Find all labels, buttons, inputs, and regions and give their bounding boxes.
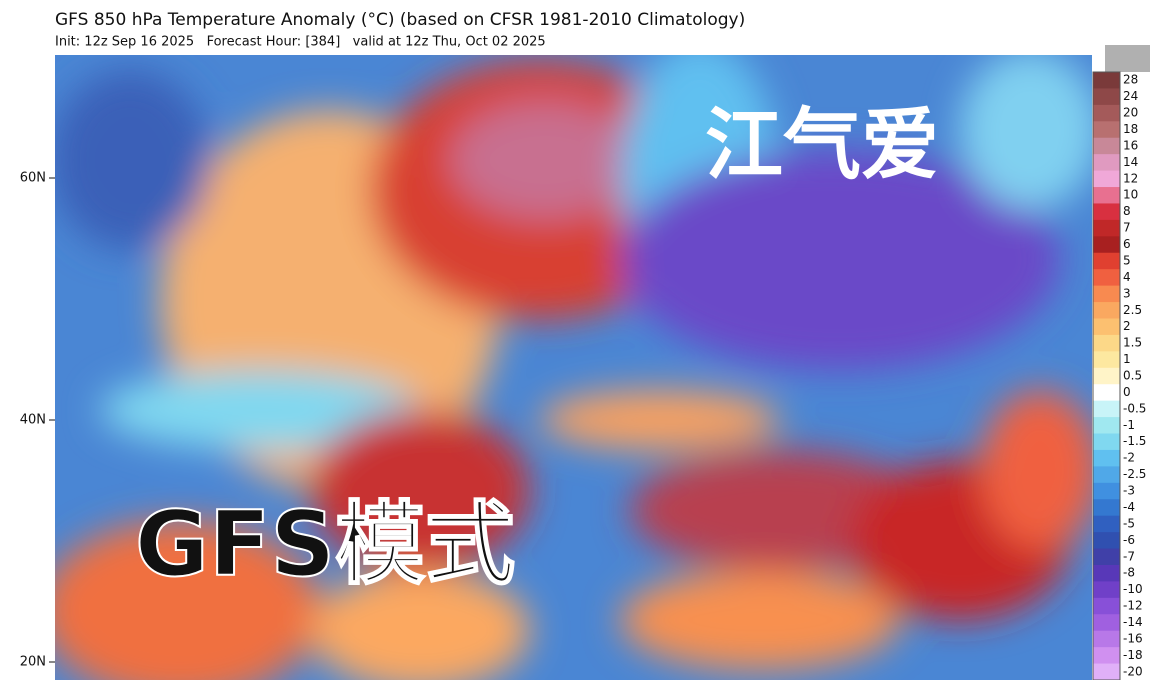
colorbar-label: 2.5 [1123,303,1142,317]
colorbar-label: 6 [1123,237,1131,251]
title: GFS 850 hPa Temperature Anomaly (°C) (ba… [55,10,745,30]
colorbar-swatch [1093,499,1120,517]
colorbar-swatch [1093,581,1120,599]
colorbar-label: -10 [1123,582,1143,596]
colorbar-swatch [1093,269,1120,287]
colorbar-label: 16 [1123,138,1138,152]
colorbar-label: 18 [1123,122,1138,136]
colorbar-swatch [1093,532,1120,550]
colorbar-swatch [1093,318,1120,336]
colorbar-swatch [1093,367,1120,385]
colorbar-swatch [1093,351,1120,369]
colorbar-swatch [1093,564,1120,582]
colorbar-label: -1 [1123,418,1135,432]
colorbar-label: -6 [1123,533,1135,547]
colorbar-swatch [1093,252,1120,270]
colorbar-label: -4 [1123,500,1135,514]
colorbar-label: -1.5 [1123,434,1146,448]
colorbar-label: 2 [1123,319,1131,333]
colorbar-label: 1.5 [1123,336,1142,350]
watermark: GFS模式 [135,492,515,597]
colorbar-label: 5 [1123,253,1131,267]
colorbar-label: 1 [1123,352,1131,366]
colorbar-label: -2.5 [1123,467,1146,481]
colorbar-swatch [1093,417,1120,435]
colorbar-swatch [1093,449,1120,467]
colorbar-label: -5 [1123,516,1135,530]
colorbar-swatch [1093,384,1120,402]
colorbar-swatch [1093,630,1120,648]
colorbar-label: -3 [1123,484,1135,498]
colorbar-label: 0.5 [1123,369,1142,383]
lat-label: 20N [20,655,46,670]
colorbar-label: 10 [1123,188,1138,202]
colorbar-swatch [1093,170,1120,188]
colorbar-swatch [1093,433,1120,451]
colorbar-label: -18 [1123,648,1143,662]
colorbar-swatch [1093,515,1120,533]
colorbar-label: 0 [1123,385,1131,399]
colorbar-swatch [1093,647,1120,665]
colorbar-label: -8 [1123,566,1135,580]
colorbar-swatch [1093,614,1120,632]
subtitle: Init: 12z Sep 16 2025 Forecast Hour: [38… [55,35,546,50]
colorbar-swatch [1093,302,1120,319]
map [55,55,1092,680]
colorbar-label: 24 [1123,89,1138,103]
colorbar-swatch [1093,285,1120,303]
colorbar-swatch [1093,663,1120,680]
colorbar-swatch [1093,466,1120,484]
colorbar-swatch [1093,334,1120,352]
colorbar-label: -12 [1123,599,1143,613]
colorbar-label: 4 [1123,270,1131,284]
colorbar-label: 3 [1123,286,1131,300]
colorbar-swatch [1093,400,1120,418]
colorbar-label: 28 [1123,73,1138,87]
colorbar-label: -7 [1123,549,1135,563]
lat-label: 40N [20,413,46,428]
colorbar-swatch [1093,137,1120,155]
colorbar-label: 8 [1123,204,1131,218]
colorbar-label: -2 [1123,451,1135,465]
colorbar-swatch [1093,104,1120,122]
watermark: 江气爱 [705,100,939,190]
colorbar-swatch [1093,187,1120,204]
colorbar-swatch [1093,121,1120,139]
colorbar-swatch [1093,203,1120,221]
colorbar-label: 7 [1123,221,1131,235]
colorbar-swatch [1093,482,1120,500]
colorbar-label: -0.5 [1123,401,1146,415]
colorbar-swatch [1093,236,1120,254]
colorbar-label: -16 [1123,631,1143,645]
colorbar-swatch [1093,548,1120,566]
lat-label: 60N [20,171,46,186]
corner-box [1105,45,1150,72]
colorbar-label: -20 [1123,664,1143,678]
colorbar-swatch [1093,219,1120,237]
colorbar-frame [1092,71,1121,680]
colorbar-label: 20 [1123,106,1138,120]
colorbar-label: 14 [1123,155,1138,169]
colorbar-swatch [1093,88,1120,106]
colorbar-label: -14 [1123,615,1143,629]
colorbar-swatch [1093,72,1120,89]
colorbar-label: 12 [1123,171,1138,185]
colorbar-swatch [1093,154,1120,172]
colorbar-swatch [1093,597,1120,615]
